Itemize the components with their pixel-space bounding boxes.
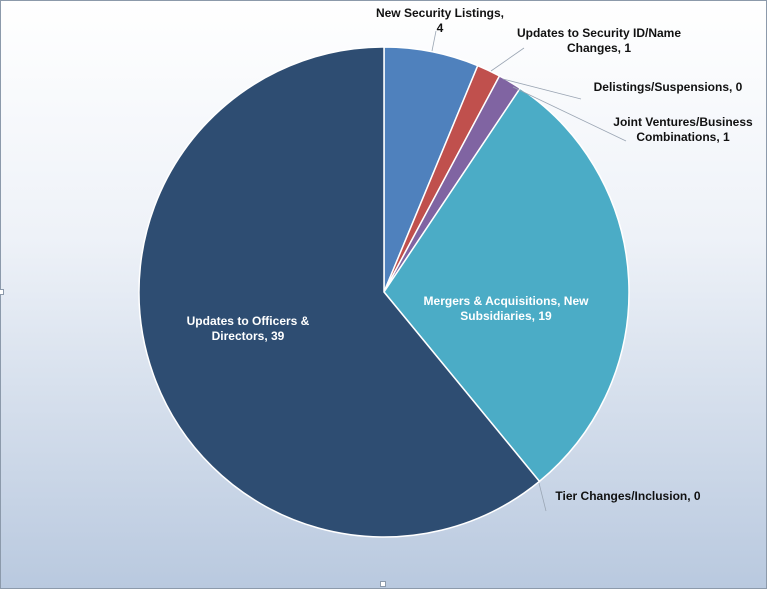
leader-line-2 (502, 78, 582, 100)
pie-slice-4[interactable] (383, 87, 630, 483)
leader-lines (431, 30, 627, 512)
data-label-3-line-0: Joint Ventures/Business (613, 115, 753, 129)
data-label-2: Delistings/Suspensions, 0 (594, 80, 743, 94)
data-label-3: Joint Ventures/Business Combinations, 1 (613, 115, 753, 144)
pie-slice-6[interactable] (138, 46, 541, 538)
data-label-4-line-1: Subsidiaries, 19 (460, 309, 552, 323)
data-label-1: Updates to Security ID/Name Changes, 1 (517, 26, 681, 55)
leader-line-1 (490, 47, 525, 72)
resize-handle-bottom[interactable] (380, 581, 386, 587)
data-label-4-line-0: Mergers & Acquisitions, New (424, 294, 590, 308)
data-label-0-line-1: 4 (437, 21, 444, 35)
data-labels: New Security Listings, 4 Updates to Securi… (187, 6, 753, 503)
data-label-6-line-1: Directors, 39 (212, 329, 285, 343)
data-label-3-line-1: Combinations, 1 (636, 130, 730, 144)
data-label-5-line-0: Tier Changes/Inclusion, 0 (555, 489, 700, 503)
data-label-6: Updates to Officers & Directors, 39 (187, 314, 310, 343)
leader-line-5 (538, 482, 547, 512)
data-label-0-line-0: New Security Listings, (376, 6, 504, 20)
resize-handle-left[interactable] (0, 289, 4, 295)
leader-line-0 (431, 30, 437, 52)
data-label-6-line-0: Updates to Officers & (187, 314, 310, 328)
data-label-4: Mergers & Acquisitions, New Subsidiaries,… (424, 294, 590, 323)
data-label-2-line-0: Delistings/Suspensions, 0 (594, 80, 743, 94)
pie-slices (138, 46, 630, 538)
data-label-0: New Security Listings, 4 (376, 6, 504, 35)
data-label-1-line-1: Changes, 1 (567, 41, 631, 55)
leader-line-3 (512, 86, 627, 142)
data-label-1-line-0: Updates to Security ID/Name (517, 26, 681, 40)
data-label-5: Tier Changes/Inclusion, 0 (555, 489, 700, 503)
